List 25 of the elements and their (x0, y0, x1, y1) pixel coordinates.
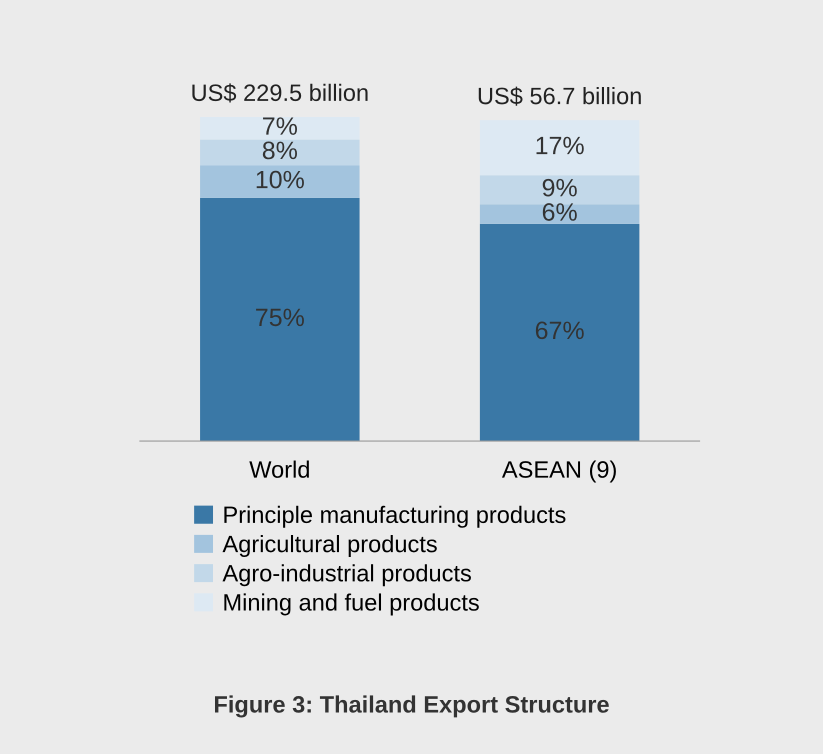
data-label: 10% (256, 170, 304, 188)
bar (480, 175, 640, 204)
legend-label: Agricultural products (222, 534, 437, 558)
bar (200, 198, 360, 442)
bar (200, 140, 360, 166)
data-label: 6% (542, 203, 577, 221)
legend-label: Agro-industrial products (222, 564, 471, 586)
total-label: US$ 229.5 billion (192, 83, 368, 102)
bar (200, 166, 360, 198)
legend-label: Mining and fuel products (224, 593, 479, 616)
x-tick-label: World (249, 460, 309, 478)
data-label: 9% (542, 178, 577, 197)
data-label: 67% (536, 321, 584, 340)
bar (200, 116, 360, 140)
x-tick-label: ASEAN (9) (502, 460, 616, 483)
data-label: 8% (262, 142, 297, 160)
bar (480, 224, 640, 442)
legend-label: Principle manufacturing products (224, 506, 566, 528)
total-label: US$ 56.7 billion (478, 86, 641, 106)
data-label: 17% (536, 136, 584, 154)
data-label: 75% (256, 308, 304, 326)
text: Figure 3: Thailand Export Structure (214, 695, 609, 718)
bar (480, 204, 640, 224)
data-label: 7% (263, 117, 297, 135)
bar (480, 120, 640, 176)
